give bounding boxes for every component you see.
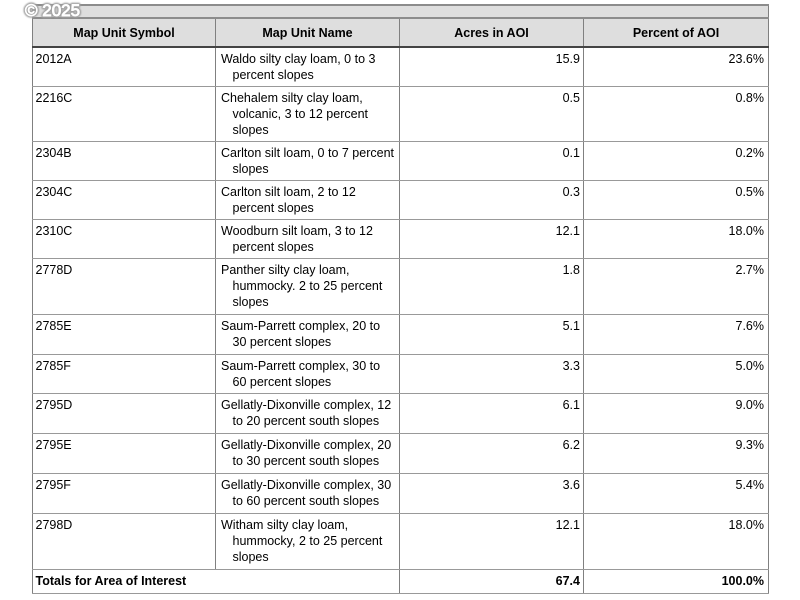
svg-text:© 2025: © 2025 — [25, 1, 80, 20]
svg-text:© 2025: © 2025 — [25, 1, 80, 20]
